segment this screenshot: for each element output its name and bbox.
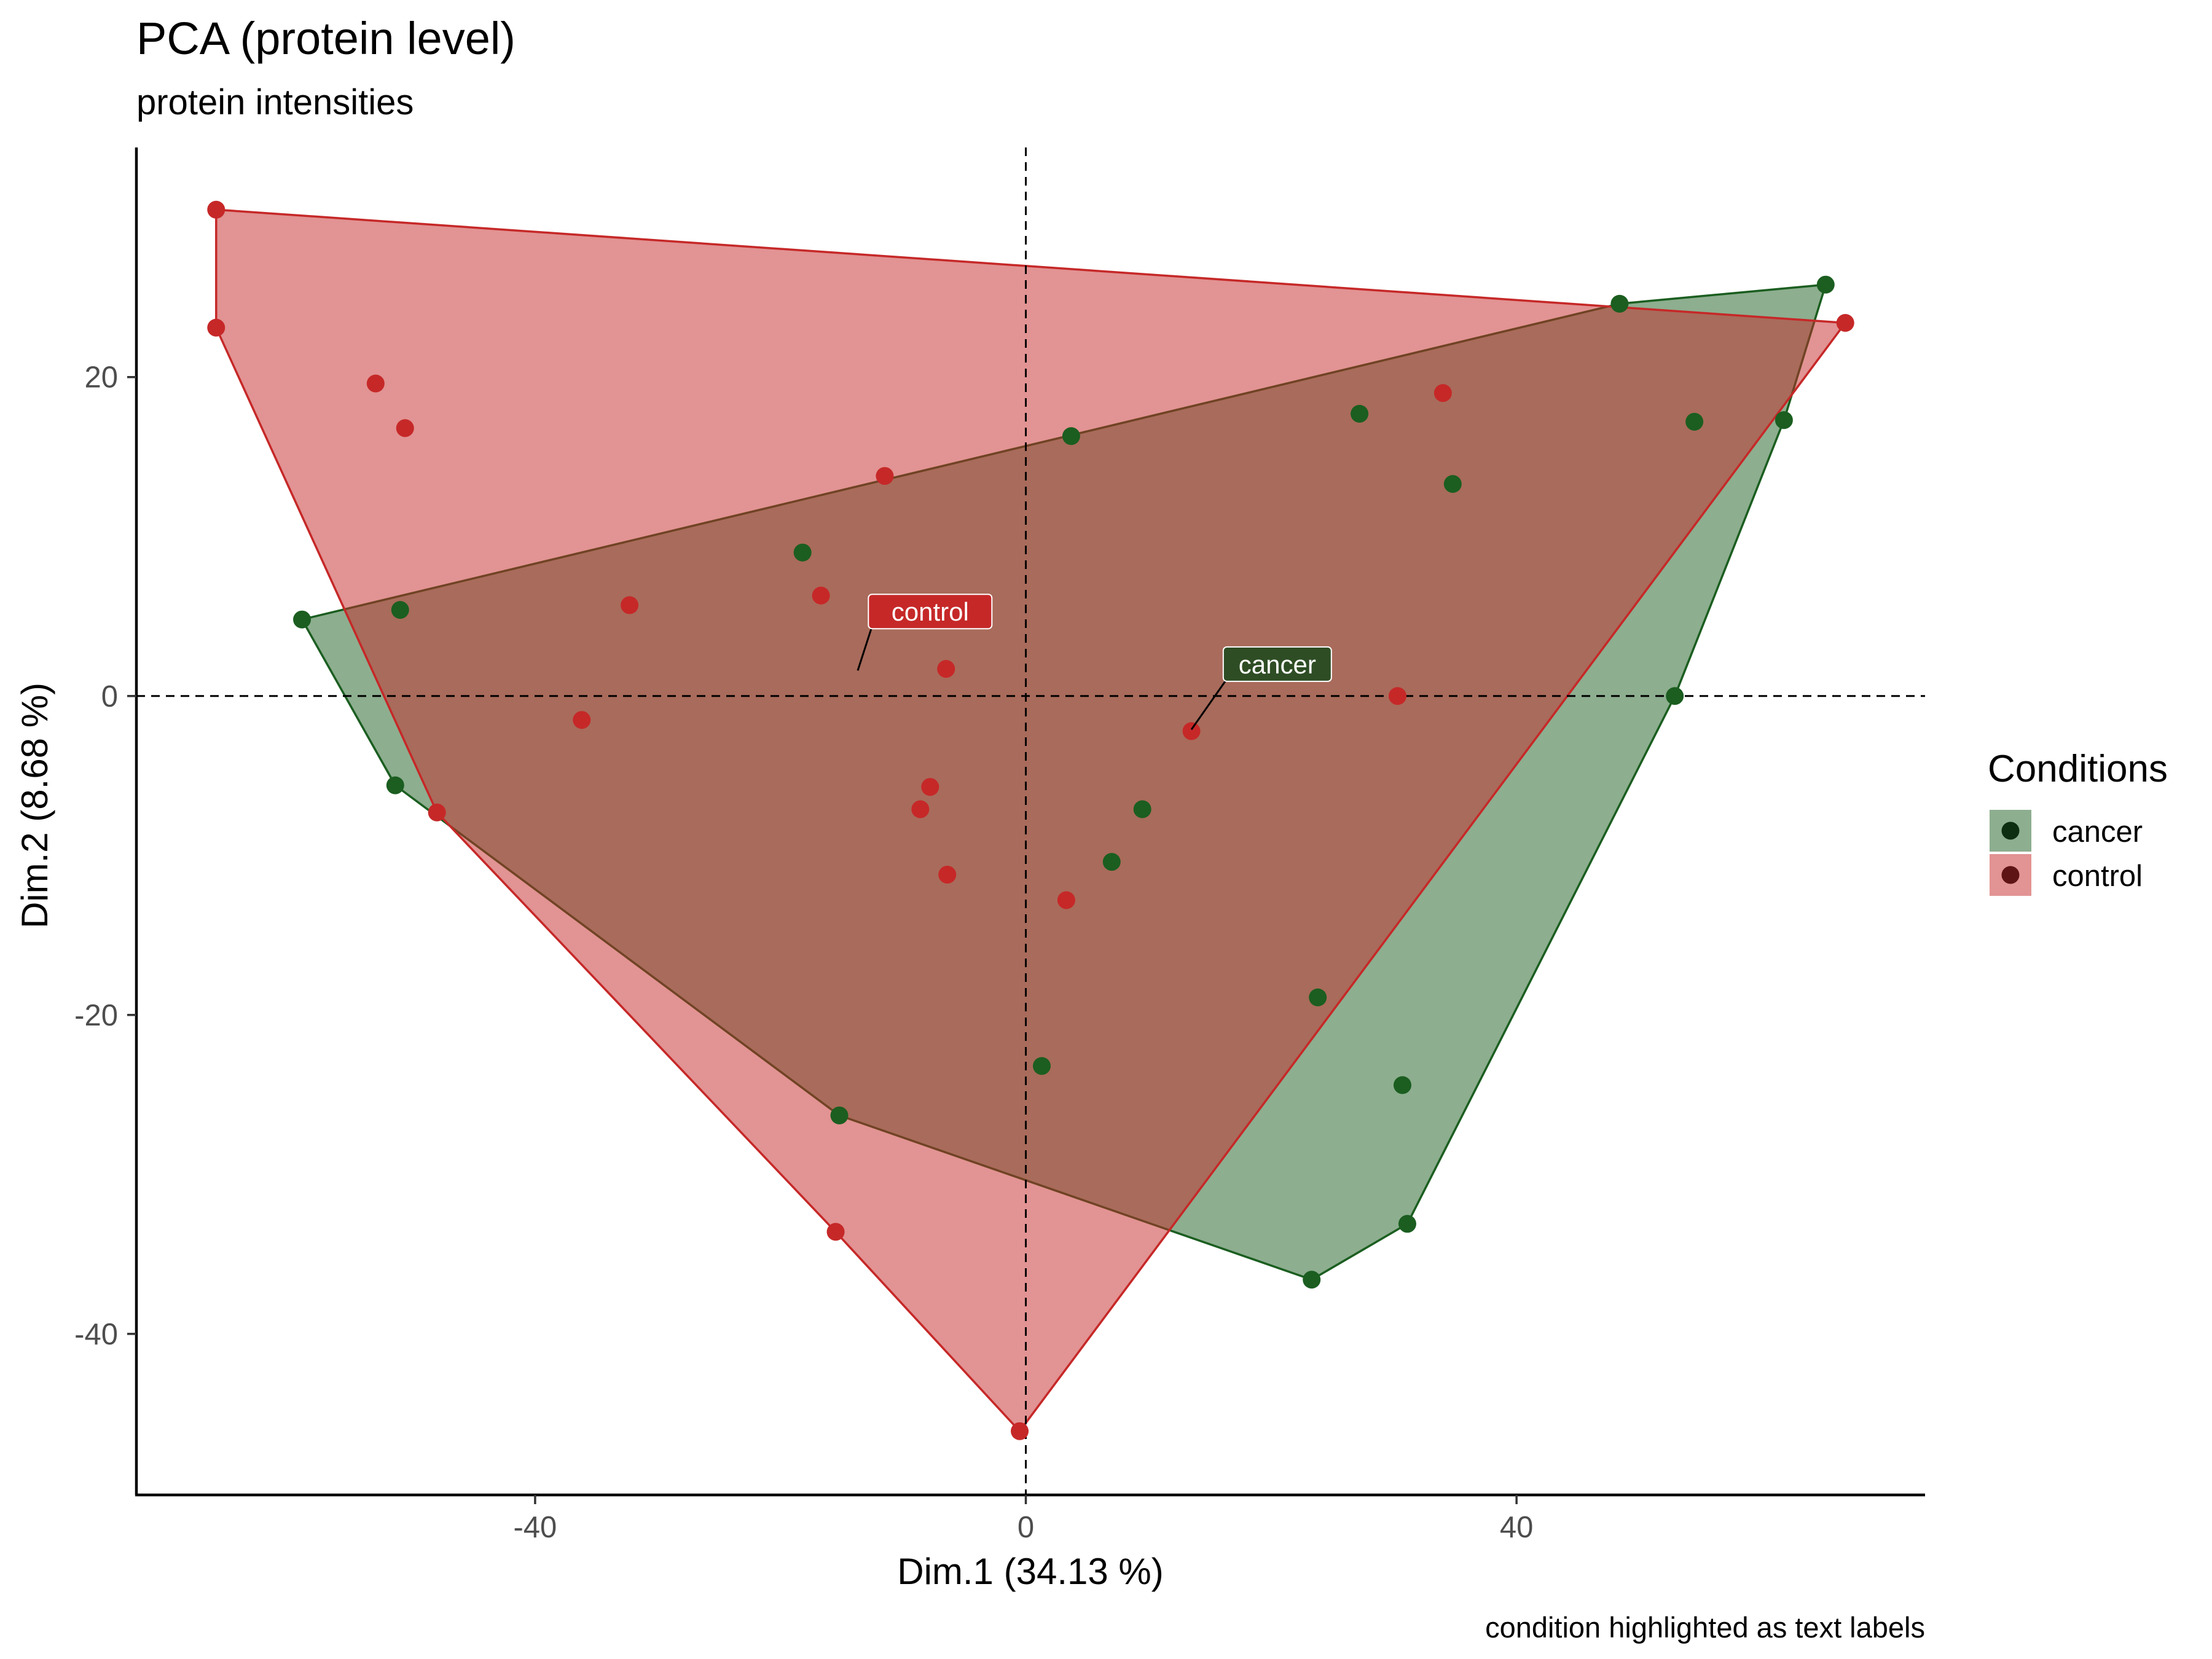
chart-subtitle: protein intensities [136, 82, 414, 122]
point-cancer [1133, 800, 1151, 818]
point-cancer [391, 601, 409, 619]
legend: Conditions cancer control [1988, 748, 2168, 896]
point-control [938, 865, 957, 884]
point-cancer [1303, 1271, 1321, 1289]
chart-caption: condition highlighted as text labels [1485, 1611, 1925, 1644]
point-cancer [293, 610, 312, 629]
x-tick-label: 0 [1018, 1511, 1034, 1544]
point-control [396, 419, 414, 437]
point-cancer [1685, 412, 1704, 431]
x-axis-title: Dim.1 (34.13 %) [897, 1551, 1163, 1592]
y-tick-label: 0 [101, 680, 118, 713]
legend-label-cancer: cancer [2052, 815, 2143, 849]
point-control [921, 778, 939, 796]
chart-title: PCA (protein level) [136, 13, 516, 64]
x-tick-label: -40 [513, 1511, 557, 1544]
point-control [1388, 687, 1406, 705]
label-box-control [868, 594, 993, 630]
y-tick-label: -20 [74, 999, 118, 1032]
label-leader-cancer [1190, 678, 1228, 731]
label-leader-control [857, 626, 873, 671]
point-control [1433, 384, 1452, 402]
point-cancer [1775, 411, 1793, 429]
point-cancer [793, 543, 812, 562]
point-control [621, 596, 639, 614]
y-tick-label: 20 [84, 361, 118, 394]
point-control [937, 660, 955, 678]
point-control [911, 800, 930, 818]
legend-dot-cancer [2001, 822, 2020, 840]
point-cancer [1816, 275, 1835, 294]
point-control [1836, 313, 1854, 332]
y-tick-label: -40 [74, 1318, 118, 1351]
point-cancer [830, 1106, 849, 1124]
group-labels: cancer control [857, 594, 1332, 731]
axes: -40 0 40 20 0 -20 -40 [74, 147, 1925, 1544]
legend-title: Conditions [1988, 748, 2168, 790]
point-cancer [1393, 1076, 1411, 1094]
y-axis-title: Dim.2 (8.68 %) [14, 683, 55, 928]
point-control [366, 374, 385, 393]
point-cancer [1443, 475, 1462, 493]
point-control [573, 711, 591, 729]
point-cancer [1032, 1057, 1051, 1075]
hulls-layer [215, 208, 1846, 1432]
legend-label-control: control [2052, 860, 2143, 893]
point-cancer [1351, 404, 1369, 423]
point-control [428, 803, 446, 822]
reference-lines [136, 147, 1925, 1495]
point-control [207, 318, 226, 337]
point-control [876, 467, 894, 485]
point-control [207, 200, 226, 219]
group-label-cancer: cancer [1239, 650, 1316, 679]
group-label-control: control [892, 597, 969, 626]
point-control [1057, 891, 1075, 909]
point-cancer [1309, 988, 1327, 1006]
point-control [826, 1223, 845, 1241]
point-cancer [1398, 1215, 1416, 1233]
point-control [812, 586, 830, 605]
label-box-cancer [1222, 646, 1332, 682]
x-tick-label: 40 [1500, 1511, 1534, 1544]
point-cancer [1666, 687, 1684, 705]
points-layer [207, 200, 1854, 1440]
point-cancer [386, 776, 404, 794]
point-control [1182, 722, 1201, 740]
point-cancer [1610, 294, 1629, 313]
point-cancer [1062, 427, 1080, 445]
point-cancer [1102, 853, 1121, 871]
point-control [1011, 1422, 1029, 1440]
legend-dot-control [2001, 866, 2020, 884]
